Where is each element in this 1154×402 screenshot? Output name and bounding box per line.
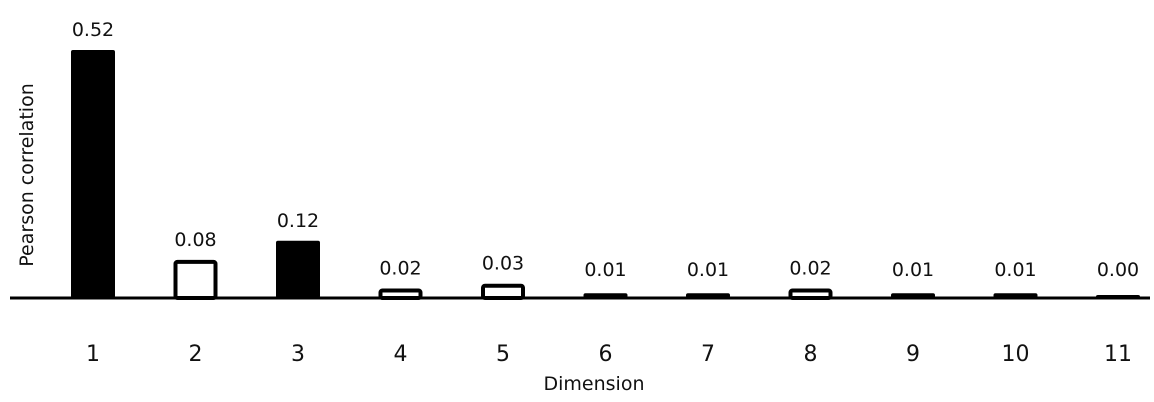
x-axis-title: Dimension — [544, 373, 645, 395]
x-tick-11: 11 — [1104, 342, 1132, 367]
bar-5 — [481, 283, 525, 301]
bar-1 — [71, 50, 115, 298]
x-tick-labels-group: 1 2 3 4 5 6 7 8 9 10 11 — [86, 342, 1132, 367]
x-tick-10: 10 — [1002, 342, 1030, 367]
data-label-2: 0.08 — [174, 229, 216, 251]
bar-3 — [276, 240, 320, 298]
data-label-7: 0.01 — [687, 259, 729, 281]
x-tick-8: 8 — [804, 342, 818, 367]
bar-2 — [173, 259, 218, 301]
data-label-6: 0.01 — [584, 259, 626, 281]
x-tick-6: 6 — [599, 342, 613, 367]
x-tick-7: 7 — [701, 342, 715, 367]
x-tick-5: 5 — [496, 342, 510, 367]
data-label-8: 0.02 — [789, 257, 831, 279]
data-label-5: 0.03 — [482, 253, 524, 275]
x-tick-9: 9 — [906, 342, 920, 367]
data-label-1: 0.52 — [72, 19, 114, 41]
data-label-10: 0.01 — [994, 259, 1036, 281]
y-axis-title: Pearson correlation — [16, 83, 38, 266]
x-tick-3: 3 — [291, 342, 305, 367]
x-tick-4: 4 — [394, 342, 408, 367]
data-label-9: 0.01 — [892, 259, 934, 281]
x-tick-1: 1 — [86, 342, 100, 367]
data-label-4: 0.02 — [379, 257, 421, 279]
data-label-11: 0.00 — [1097, 259, 1139, 281]
data-label-3: 0.12 — [277, 210, 319, 232]
data-labels-group: 0.52 0.08 0.12 0.02 0.03 0.01 0.01 0.02 0.01 0.01… — [72, 19, 1139, 281]
x-tick-2: 2 — [189, 342, 203, 367]
